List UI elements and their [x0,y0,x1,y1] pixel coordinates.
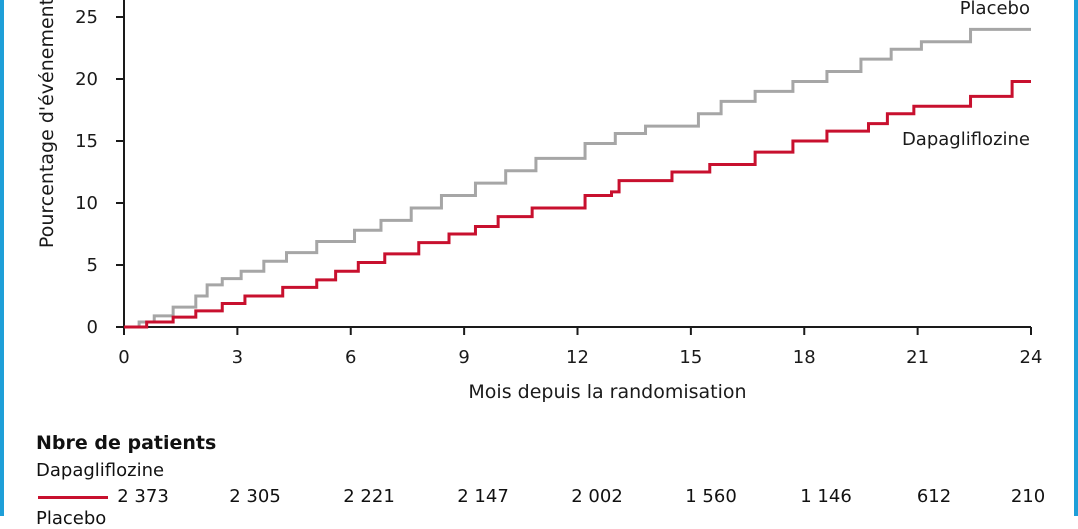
x-tick-label: 21 [906,347,929,368]
series-line-dapagliflozine [124,79,1031,329]
at-risk-value: 2 147 [457,486,509,507]
at-risk-value: 2 305 [229,486,281,507]
y-tick-label: 5 [87,255,98,276]
x-tick-label: 9 [458,347,469,368]
y-tick-label: 20 [75,69,98,90]
x-tick-label: 0 [118,347,129,368]
at-risk-value: 1 560 [685,486,737,507]
x-tick-label: 3 [232,347,243,368]
at-risk-value: 210 [1010,486,1046,507]
y-tick-label: 0 [87,317,98,338]
at-risk-group-label-dapagliflozine: Dapagliflozine [36,460,165,481]
y-tick-label: 10 [75,193,98,214]
figure-frame [0,0,1078,516]
x-axis-title: Mois depuis la randomisation [468,381,746,403]
at-risk-group-label-placebo: Placebo [36,508,107,529]
at-risk-value: 612 [916,486,952,507]
x-tick-label: 12 [566,347,589,368]
series-label-dapagliflozine: Dapagliflozine [902,129,1030,150]
at-risk-value: 2 221 [343,486,395,507]
km-chart: 0 5 10 15 20 25 0 3 6 9 12 15 18 21 24 Mois depuis la … [36,0,1043,403]
y-tick-label: 15 [75,131,98,152]
at-risk-value: 1 146 [800,486,852,507]
at-risk-title: Nbre de patients [36,432,217,454]
y-tick-label: 25 [75,7,98,28]
y-axis-title: Pourcentage d'événements [36,0,58,248]
at-risk-value: 2 002 [571,486,623,507]
x-tick-label: 18 [793,347,816,368]
series-label-placebo: Placebo [960,0,1030,19]
x-tick-label: 6 [345,347,356,368]
x-tick-label: 24 [1020,347,1043,368]
series-line-placebo [124,27,1031,329]
x-tick-label: 15 [679,347,702,368]
at-risk-legend-line-dapagliflozine [38,496,108,499]
at-risk-value: 2 373 [117,486,169,507]
